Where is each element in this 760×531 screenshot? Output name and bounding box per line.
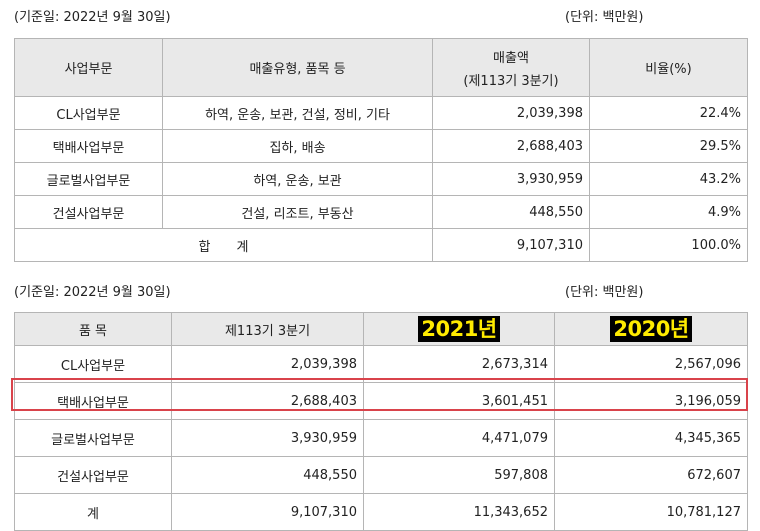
header-sales-type: 매출유형, 품목 등 (162, 38, 433, 97)
header-2021: 2021년 (363, 312, 555, 346)
header-division: 사업부문 (14, 38, 163, 97)
item-cell: 글로벌사업부문 (14, 419, 172, 457)
table2-header-row: 품 목 제113기 3분기 2021년 2020년 (14, 312, 748, 346)
sales-cell: 448,550 (432, 195, 590, 229)
total-label: 합 계 (14, 228, 433, 262)
division-cell: 건설사업부문 (14, 195, 163, 229)
year-2021-badge: 2021년 (418, 316, 500, 342)
ratio-cell: 29.5% (589, 129, 748, 163)
q3-cell: 2,688,403 (171, 382, 364, 420)
q3-cell: 3,930,959 (171, 419, 364, 457)
y2020-cell: 3,196,059 (554, 382, 748, 420)
table1-unit-note: (단위: 백만원) (565, 10, 644, 25)
item-cell: 택배사업부문 (14, 382, 172, 420)
table-row: 건설사업부문 건설, 리조트, 부동산 448,550 4.9% (14, 195, 748, 229)
item-cell: CL사업부문 (14, 345, 172, 383)
y2020-cell: 10,781,127 (554, 493, 748, 531)
table-row: 글로벌사업부문 하역, 운송, 보관 3,930,959 43.2% (14, 162, 748, 196)
sales-cell: 3,930,959 (432, 162, 590, 196)
type-cell: 하역, 운송, 보관, 건설, 정비, 기타 (162, 96, 433, 130)
header-sales: 매출액 (제113기 3분기) (432, 38, 590, 97)
total-sales: 9,107,310 (432, 228, 590, 262)
item-cell: 계 (14, 493, 172, 531)
y2020-cell: 672,607 (554, 456, 748, 494)
division-cell: 택배사업부문 (14, 129, 163, 163)
item-cell: 건설사업부문 (14, 456, 172, 494)
sales-trend-table: 품 목 제113기 3분기 2021년 2020년 CL사업부문 2,039,3… (14, 312, 748, 531)
y2021-cell: 4,471,079 (363, 419, 555, 457)
y2020-cell: 2,567,096 (554, 345, 748, 383)
total-row: 합 계 9,107,310 100.0% (14, 228, 748, 262)
header-item: 품 목 (14, 312, 172, 346)
y2021-cell: 2,673,314 (363, 345, 555, 383)
q3-cell: 2,039,398 (171, 345, 364, 383)
table-row: CL사업부문 하역, 운송, 보관, 건설, 정비, 기타 2,039,398 … (14, 96, 748, 130)
table2-date-note: (기준일: 2022년 9월 30일) (14, 285, 171, 300)
ratio-cell: 43.2% (589, 162, 748, 196)
sales-cell: 2,039,398 (432, 96, 590, 130)
division-cell: CL사업부문 (14, 96, 163, 130)
total-row: 계 9,107,310 11,343,652 10,781,127 (14, 493, 748, 531)
table-row: CL사업부문 2,039,398 2,673,314 2,567,096 (14, 345, 748, 383)
ratio-cell: 4.9% (589, 195, 748, 229)
sales-cell: 2,688,403 (432, 129, 590, 163)
table2-unit-note: (단위: 백만원) (565, 285, 644, 300)
table1-date-note: (기준일: 2022년 9월 30일) (14, 10, 171, 25)
type-cell: 건설, 리조트, 부동산 (162, 195, 433, 229)
header-q3: 제113기 3분기 (171, 312, 364, 346)
header-ratio: 비율(%) (589, 38, 748, 97)
q3-cell: 448,550 (171, 456, 364, 494)
y2020-cell: 4,345,365 (554, 419, 748, 457)
y2021-cell: 597,808 (363, 456, 555, 494)
sales-by-division-table: 사업부문 매출유형, 품목 등 매출액 (제113기 3분기) 비율(%) CL… (14, 38, 748, 262)
table-row: 건설사업부문 448,550 597,808 672,607 (14, 456, 748, 494)
year-2020-badge: 2020년 (610, 316, 692, 342)
type-cell: 집하, 배송 (162, 129, 433, 163)
header-sales-line2: (제113기 3분기) (463, 73, 559, 89)
table-row: 글로벌사업부문 3,930,959 4,471,079 4,345,365 (14, 419, 748, 457)
q3-cell: 9,107,310 (171, 493, 364, 531)
y2021-cell: 11,343,652 (363, 493, 555, 531)
ratio-cell: 22.4% (589, 96, 748, 130)
header-sales-line1: 매출액 (493, 50, 529, 66)
type-cell: 하역, 운송, 보관 (162, 162, 433, 196)
division-cell: 글로벌사업부문 (14, 162, 163, 196)
total-ratio: 100.0% (589, 228, 748, 262)
y2021-cell: 3,601,451 (363, 382, 555, 420)
header-2020: 2020년 (554, 312, 748, 346)
table-row: 택배사업부문 집하, 배송 2,688,403 29.5% (14, 129, 748, 163)
table-row: 택배사업부문 2,688,403 3,601,451 3,196,059 (14, 382, 748, 420)
table1-header-row: 사업부문 매출유형, 품목 등 매출액 (제113기 3분기) 비율(%) (14, 38, 748, 97)
